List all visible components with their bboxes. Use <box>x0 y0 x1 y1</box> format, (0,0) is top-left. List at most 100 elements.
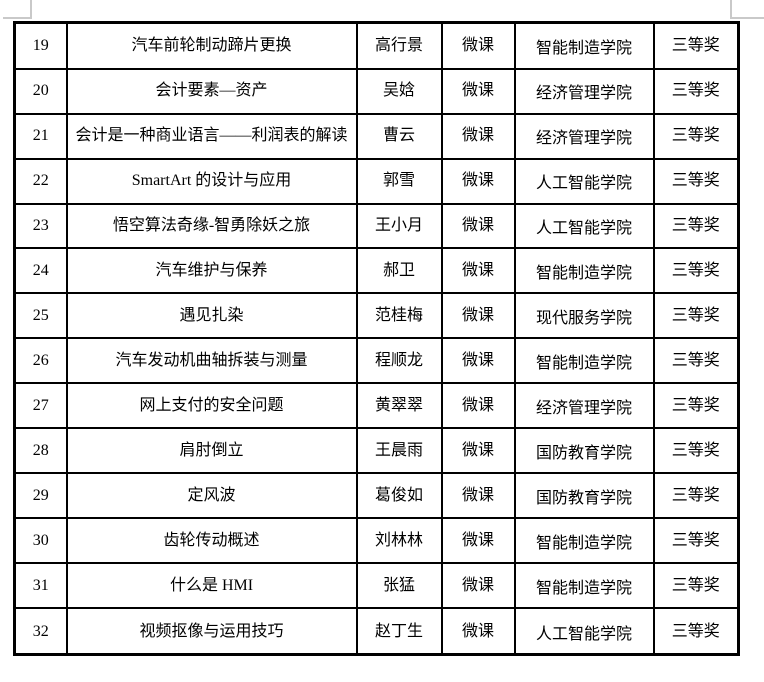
cell-award: 三等奖 <box>652 247 740 295</box>
cell-award: 三等奖 <box>652 21 740 70</box>
cell-author: 程顺龙 <box>355 337 443 385</box>
table-row: 30 齿轮传动概述 刘林林 微课 智能制造学院 三等奖 <box>13 517 740 565</box>
cell-author: 范桂梅 <box>355 292 443 340</box>
cell-title: 遇见扎染 <box>65 292 358 340</box>
table-row: 26 汽车发动机曲轴拆装与测量 程顺龙 微课 智能制造学院 三等奖 <box>13 337 740 385</box>
cell-title: 汽车发动机曲轴拆装与测量 <box>65 337 358 385</box>
cell-number: 29 <box>13 472 68 520</box>
cell-number: 31 <box>13 562 68 610</box>
cell-title: SmartArt 的设计与应用 <box>65 157 358 205</box>
cell-author: 葛俊如 <box>355 472 443 520</box>
cell-author: 王小月 <box>355 202 443 250</box>
table-row: 24 汽车维护与保养 郝卫 微课 智能制造学院 三等奖 <box>13 247 740 295</box>
cell-title: 齿轮传动概述 <box>65 517 358 565</box>
college-label: 国防教育学院 <box>535 490 632 508</box>
cell-college: 智能制造学院 <box>513 562 655 610</box>
cell-award: 三等奖 <box>652 337 740 385</box>
cell-award: 三等奖 <box>652 517 740 565</box>
cell-author: 赵丁生 <box>355 607 443 656</box>
cell-author: 高行景 <box>355 21 443 70</box>
cell-title: 网上支付的安全问题 <box>65 382 358 430</box>
cell-number: 19 <box>13 21 68 70</box>
cell-title: 肩肘倒立 <box>65 427 358 475</box>
college-label: 智能制造学院 <box>535 265 632 283</box>
cell-award: 三等奖 <box>652 157 740 205</box>
cell-award: 三等奖 <box>652 67 740 115</box>
cell-college: 智能制造学院 <box>513 247 655 295</box>
college-label: 智能制造学院 <box>535 355 632 373</box>
cell-type: 微课 <box>440 427 516 475</box>
college-label: 人工智能学院 <box>535 220 632 238</box>
cell-author: 黄翠翠 <box>355 382 443 430</box>
cell-college: 现代服务学院 <box>513 292 655 340</box>
cell-author: 吴娢 <box>355 67 443 115</box>
table-row: 25 遇见扎染 范桂梅 微课 现代服务学院 三等奖 <box>13 292 740 340</box>
cell-number: 24 <box>13 247 68 295</box>
cell-type: 微课 <box>440 247 516 295</box>
cell-title: 会计要素—资产 <box>65 67 358 115</box>
cell-college: 经济管理学院 <box>513 382 655 430</box>
cell-type: 微课 <box>440 337 516 385</box>
page-corner-mark-right <box>730 0 764 19</box>
table-row: 27 网上支付的安全问题 黄翠翠 微课 经济管理学院 三等奖 <box>13 382 740 430</box>
cell-college: 人工智能学院 <box>513 607 655 656</box>
table-row: 19 汽车前轮制动蹄片更换 高行景 微课 智能制造学院 三等奖 <box>13 21 740 70</box>
cell-college: 智能制造学院 <box>513 517 655 565</box>
table-row: 29 定风波 葛俊如 微课 国防教育学院 三等奖 <box>13 472 740 520</box>
college-label: 智能制造学院 <box>535 535 632 553</box>
cell-award: 三等奖 <box>652 202 740 250</box>
table-row: 31 什么是 HMI 张猛 微课 智能制造学院 三等奖 <box>13 562 740 610</box>
table-row: 20 会计要素—资产 吴娢 微课 经济管理学院 三等奖 <box>13 67 740 115</box>
cell-type: 微课 <box>440 292 516 340</box>
cell-author: 郝卫 <box>355 247 443 295</box>
cell-title: 汽车维护与保养 <box>65 247 358 295</box>
cell-author: 郭雪 <box>355 157 443 205</box>
cell-number: 21 <box>13 112 68 160</box>
cell-number: 20 <box>13 67 68 115</box>
cell-award: 三等奖 <box>652 562 740 610</box>
college-label: 智能制造学院 <box>535 40 632 58</box>
table-row: 23 悟空算法奇缘-智勇除妖之旅 王小月 微课 人工智能学院 三等奖 <box>13 202 740 250</box>
college-label: 经济管理学院 <box>535 130 632 148</box>
cell-award: 三等奖 <box>652 382 740 430</box>
cell-title: 视频抠像与运用技巧 <box>65 607 358 656</box>
cell-title: 悟空算法奇缘-智勇除妖之旅 <box>65 202 358 250</box>
cell-author: 刘林林 <box>355 517 443 565</box>
cell-college: 国防教育学院 <box>513 472 655 520</box>
cell-type: 微课 <box>440 607 516 656</box>
cell-type: 微课 <box>440 517 516 565</box>
awards-table-body: 19 汽车前轮制动蹄片更换 高行景 微课 智能制造学院 三等奖 20 会计要素—… <box>13 21 740 656</box>
cell-award: 三等奖 <box>652 427 740 475</box>
college-label: 经济管理学院 <box>535 85 632 103</box>
awards-table: 19 汽车前轮制动蹄片更换 高行景 微课 智能制造学院 三等奖 20 会计要素—… <box>13 21 740 656</box>
cell-number: 26 <box>13 337 68 385</box>
cell-number: 22 <box>13 157 68 205</box>
cell-award: 三等奖 <box>652 472 740 520</box>
college-label: 智能制造学院 <box>535 580 632 598</box>
table-row: 21 会计是一种商业语言——利润表的解读 曹云 微课 经济管理学院 三等奖 <box>13 112 740 160</box>
college-label: 现代服务学院 <box>535 310 632 328</box>
table-row: 28 肩肘倒立 王晨雨 微课 国防教育学院 三等奖 <box>13 427 740 475</box>
cell-type: 微课 <box>440 562 516 610</box>
cell-number: 32 <box>13 607 68 656</box>
cell-title: 什么是 HMI <box>65 562 358 610</box>
college-label: 国防教育学院 <box>535 445 632 463</box>
cell-type: 微课 <box>440 202 516 250</box>
cell-award: 三等奖 <box>652 292 740 340</box>
cell-number: 25 <box>13 292 68 340</box>
cell-college: 智能制造学院 <box>513 21 655 70</box>
cell-type: 微课 <box>440 382 516 430</box>
cell-number: 30 <box>13 517 68 565</box>
cell-award: 三等奖 <box>652 607 740 656</box>
cell-number: 27 <box>13 382 68 430</box>
cell-college: 智能制造学院 <box>513 337 655 385</box>
cell-college: 人工智能学院 <box>513 202 655 250</box>
cell-college: 人工智能学院 <box>513 157 655 205</box>
page-corner-mark-left <box>3 0 32 19</box>
table-row: 32 视频抠像与运用技巧 赵丁生 微课 人工智能学院 三等奖 <box>13 607 740 656</box>
college-label: 经济管理学院 <box>535 400 632 418</box>
college-label: 人工智能学院 <box>535 175 632 193</box>
cell-award: 三等奖 <box>652 112 740 160</box>
cell-title: 定风波 <box>65 472 358 520</box>
